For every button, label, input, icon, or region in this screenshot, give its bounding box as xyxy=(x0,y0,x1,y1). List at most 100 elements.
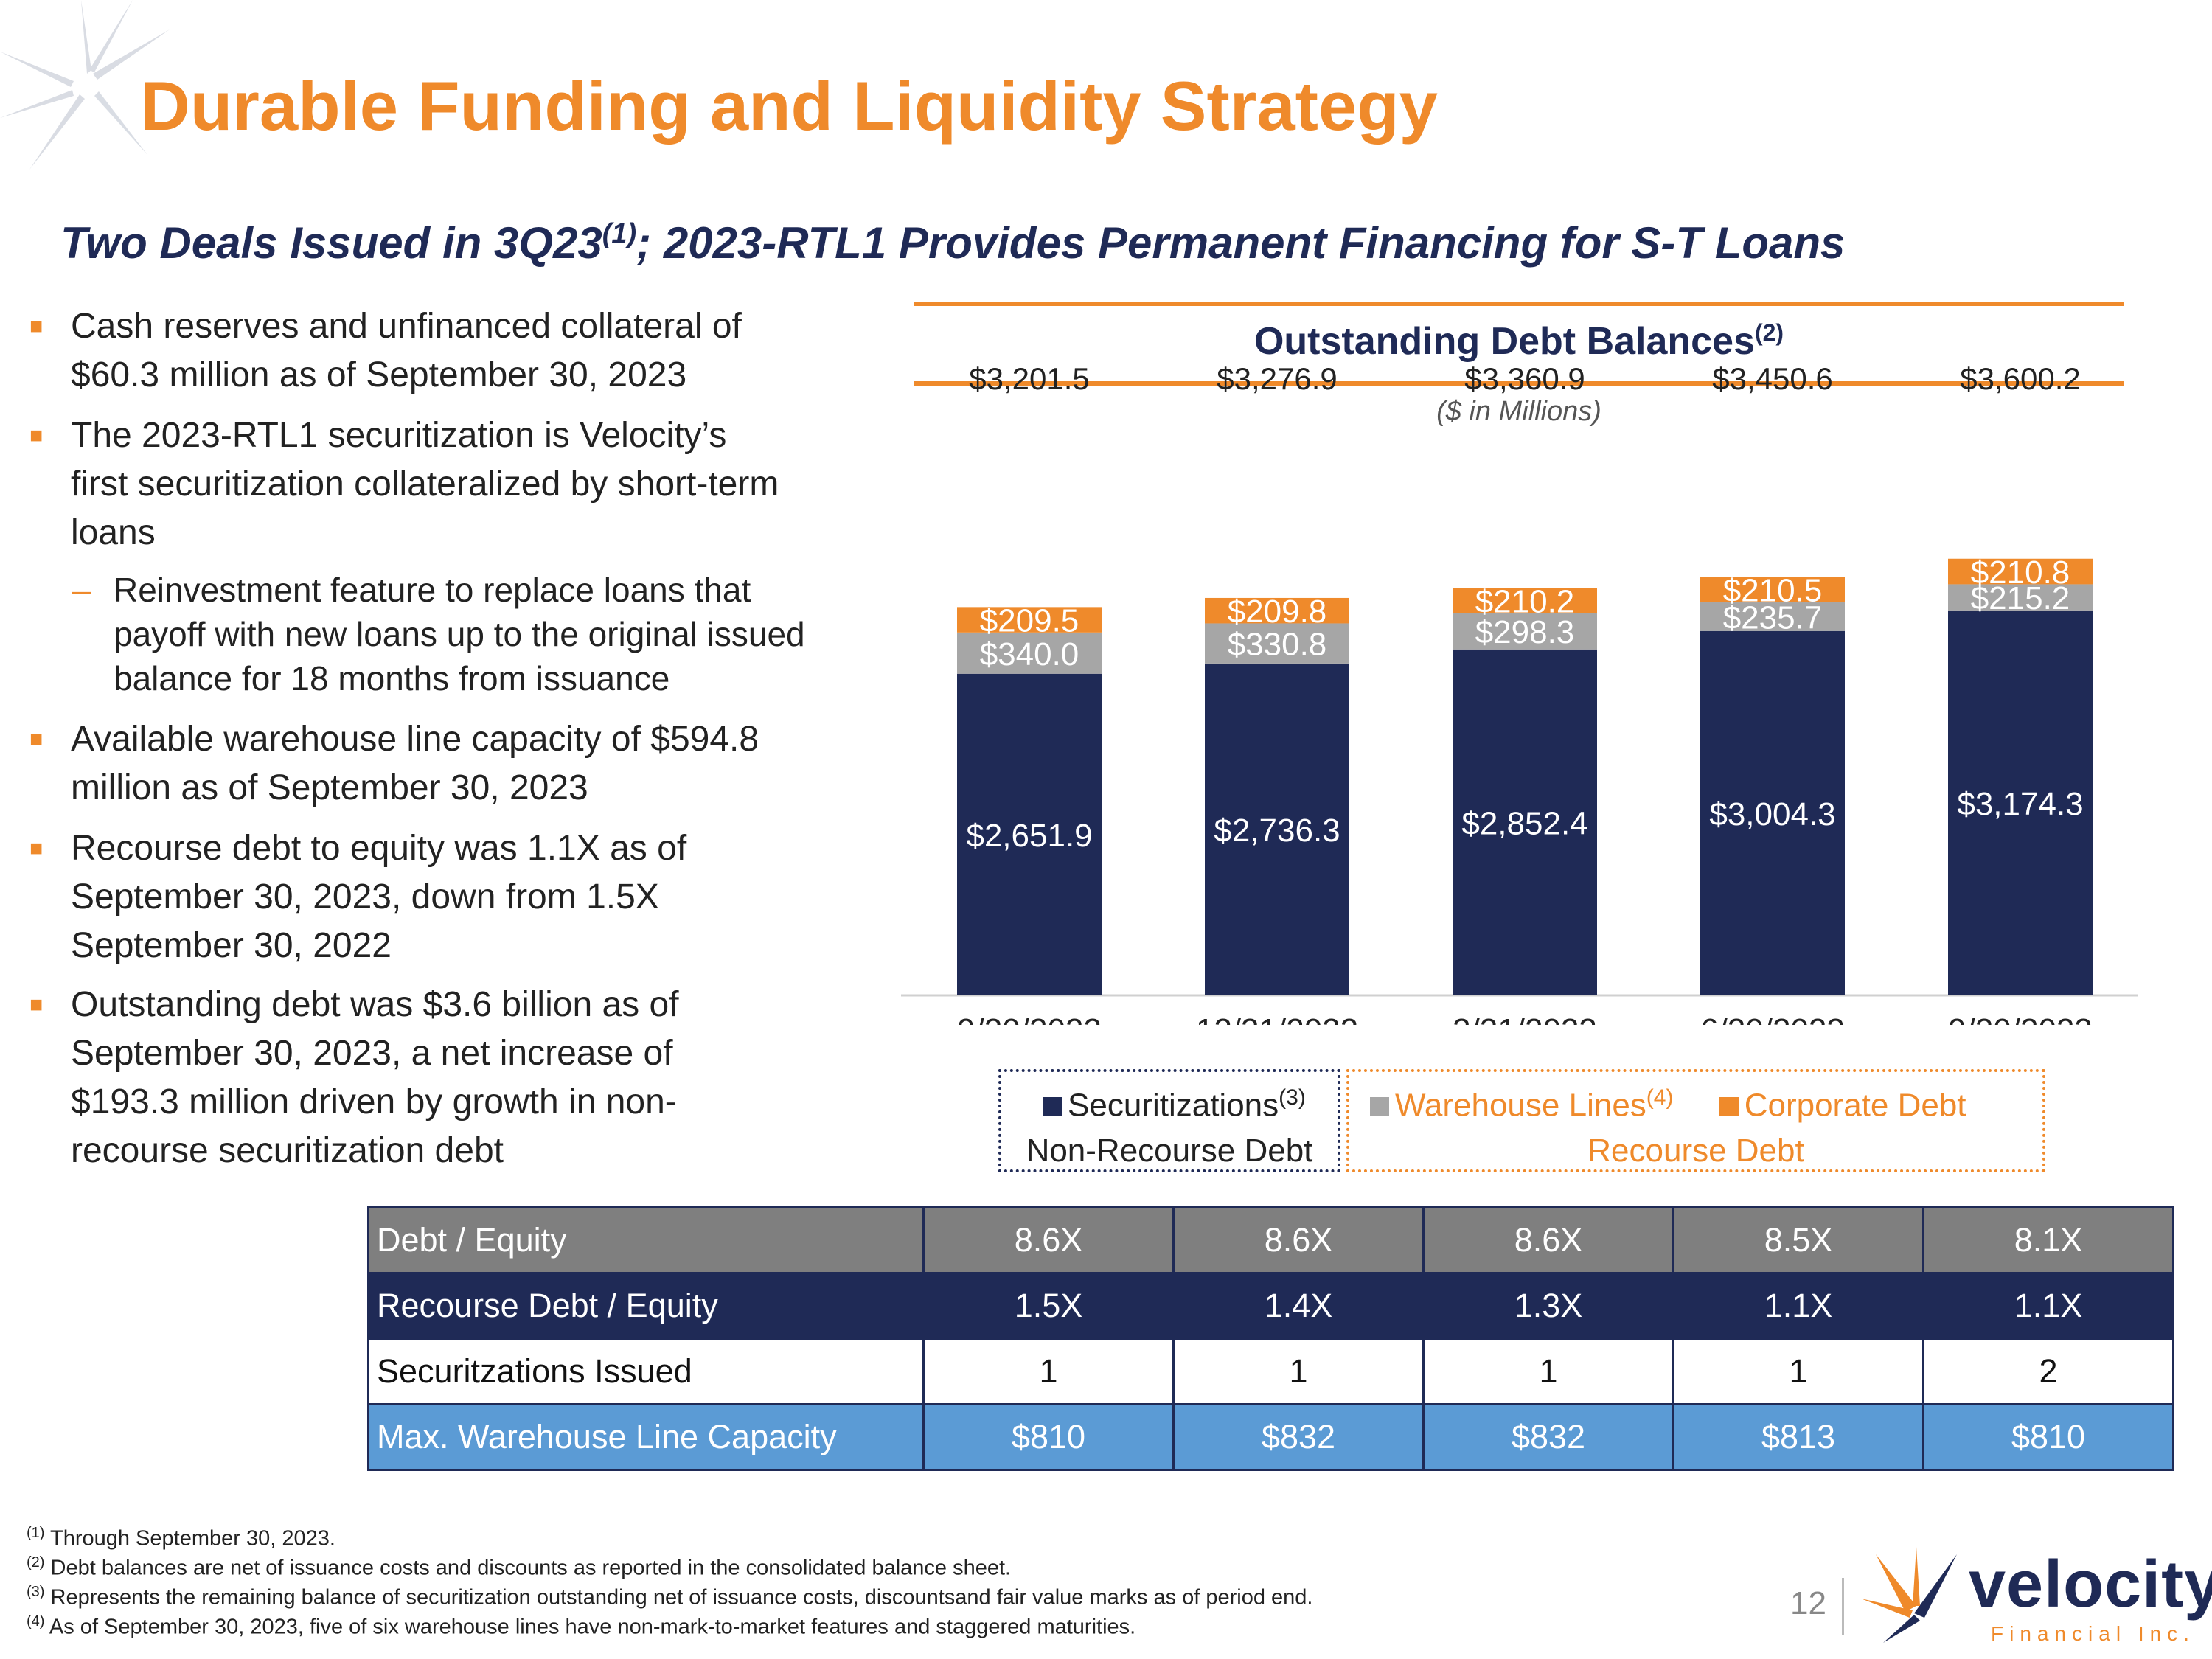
footnote-3: (3) Represents the remaining balance of … xyxy=(27,1584,1313,1610)
table-row: Securitzations Issued 1 1 1 1 2 xyxy=(367,1338,2174,1405)
legend-label-warehouse: Warehouse Lines xyxy=(1395,1087,1646,1124)
table-row: Recourse Debt / Equity 1.5X 1.4X 1.3X 1.… xyxy=(367,1272,2174,1340)
bar-value-label: $3,174.3 xyxy=(1957,786,2083,822)
table-row-label: Debt / Equity xyxy=(367,1206,925,1274)
table-row-label: Securitzations Issued xyxy=(367,1338,925,1405)
bar-value-label: $210.8 xyxy=(1971,554,2070,591)
footnote-2: (2) Debt balances are net of issuance co… xyxy=(27,1554,1012,1580)
logo-wordmark: velocity xyxy=(1969,1548,2212,1621)
bullet-4: ■ Recourse debt to equity was 1.1X as of S… xyxy=(29,829,687,965)
table-cell: 2 xyxy=(1922,1338,2174,1405)
bar-value-label: $340.0 xyxy=(980,636,1079,672)
page-subtitle: Two Deals Issued in 3Q23(1); 2023-RTL1 P… xyxy=(60,218,1846,268)
x-tick-label: 6/30/2023 xyxy=(1700,1012,1845,1025)
bar-warehouse-lines xyxy=(1453,613,1597,650)
legend-non-recourse: Securitizations(3) Non-Recourse Debt xyxy=(998,1069,1340,1172)
ratios-table: Debt / Equity 8.6X 8.6X 8.6X 8.5X 8.1X R… xyxy=(367,1206,2174,1471)
x-tick-label: 3/31/2023 xyxy=(1453,1012,1597,1025)
table-cell: 1 xyxy=(1672,1338,1924,1405)
table-cell: 1.1X xyxy=(1922,1272,2174,1340)
table-row-label: Max. Warehouse Line Capacity xyxy=(367,1403,925,1471)
table-row-label: Recourse Debt / Equity xyxy=(367,1272,925,1340)
bar-warehouse-lines xyxy=(1205,623,1349,664)
bar-value-label: $2,651.9 xyxy=(966,818,1092,854)
bar-corporate-debt xyxy=(1205,597,1349,624)
x-tick-label: 9/30/2022 xyxy=(957,1012,1102,1025)
footnote-1: (1) Through September 30, 2023. xyxy=(27,1525,335,1551)
table-cell: 1 xyxy=(922,1338,1175,1405)
x-tick-label: 12/31/2022 xyxy=(1196,1012,1358,1025)
legend-swatch-warehouse xyxy=(1370,1096,1389,1116)
chart-units: ($ in Millions) xyxy=(1436,396,1601,427)
bar-value-label: $2,736.3 xyxy=(1214,813,1340,849)
bullet-2: ■ The 2023-RTL1 securitization is Velocit… xyxy=(29,416,779,552)
bar-value-label: $298.3 xyxy=(1475,614,1575,650)
table-cell: 8.6X xyxy=(1422,1206,1674,1274)
bar-total-label: $3,360.9 xyxy=(1464,361,1585,396)
table-cell: 1.4X xyxy=(1172,1272,1425,1340)
bar-corporate-debt xyxy=(1948,558,2093,585)
chart-title: Outstanding Debt Balances(2) xyxy=(1254,319,1784,363)
table-cell: $832 xyxy=(1422,1403,1674,1471)
bullet-5: ■ Outstanding debt was $3.6 billion as of… xyxy=(29,985,679,1170)
bar-corporate-debt xyxy=(1700,577,1845,603)
bar-value-label: $215.2 xyxy=(1971,580,2070,616)
table-cell: 8.6X xyxy=(1172,1206,1425,1274)
bullet-1: ■ Cash reserves and unfinanced collateral… xyxy=(29,307,742,394)
bar-total-label: $3,450.6 xyxy=(1712,361,1833,396)
table-cell: $813 xyxy=(1672,1403,1924,1471)
bar-corporate-debt xyxy=(957,607,1102,633)
page-number-divider xyxy=(1842,1578,1844,1635)
table-cell: $810 xyxy=(1922,1403,2174,1471)
debt-balances-chart: Outstanding Debt Balances(2) ($ in Milli… xyxy=(901,302,2138,1025)
bar-warehouse-lines xyxy=(1948,584,2093,611)
footnote-4: (4) As of September 30, 2023, five of si… xyxy=(27,1613,1136,1639)
bar-value-label: $209.8 xyxy=(1228,594,1327,630)
bar-value-label: $2,852.4 xyxy=(1461,805,1587,841)
bar-warehouse-lines xyxy=(1700,602,1845,631)
legend-recourse: Warehouse Lines(4) Corporate Debt Recour… xyxy=(1346,1069,2045,1172)
bar-value-label: $330.8 xyxy=(1228,627,1327,663)
bar-securitizations xyxy=(1948,610,2093,995)
table-cell: 8.5X xyxy=(1672,1206,1924,1274)
bar-securitizations xyxy=(1453,649,1597,995)
star-decoration-icon xyxy=(0,0,170,170)
bar-value-label: $235.7 xyxy=(1723,599,1823,636)
legend-group-non-recourse: Non-Recourse Debt xyxy=(1026,1133,1313,1169)
page-number: 12 xyxy=(1790,1585,1826,1621)
sub-bullet: – Reinvestment feature to replace loans t… xyxy=(72,571,805,698)
bar-value-label: $210.2 xyxy=(1475,583,1575,619)
table-cell: 1 xyxy=(1172,1338,1425,1405)
bar-total-label: $3,276.9 xyxy=(1217,361,1338,396)
legend-label-securitizations: Securitizations xyxy=(1068,1087,1279,1124)
bar-value-label: $3,004.3 xyxy=(1709,796,1835,832)
bar-total-label: $3,201.5 xyxy=(969,361,1090,396)
table-row: Max. Warehouse Line Capacity $810 $832 $… xyxy=(367,1403,2174,1471)
logo-tagline: Financial Inc. xyxy=(1991,1622,2195,1645)
table-cell: 1.3X xyxy=(1422,1272,1674,1340)
table-cell: 1 xyxy=(1422,1338,1674,1405)
velocity-logo-icon xyxy=(1861,1547,1957,1643)
table-cell: $810 xyxy=(922,1403,1175,1471)
legend-swatch-corporate xyxy=(1719,1096,1739,1116)
bar-total-label: $3,600.2 xyxy=(1960,361,2081,396)
bar-value-label: $210.5 xyxy=(1723,573,1823,609)
legend-swatch-securitizations xyxy=(1043,1096,1062,1116)
table-cell: $832 xyxy=(1172,1403,1425,1471)
bar-securitizations xyxy=(1205,663,1349,995)
table-cell: 8.6X xyxy=(922,1206,1175,1274)
table-row: Debt / Equity 8.6X 8.6X 8.6X 8.5X 8.1X xyxy=(367,1206,2174,1274)
x-tick-label: 9/30/2023 xyxy=(1948,1012,2093,1025)
bar-warehouse-lines xyxy=(957,632,1102,674)
bar-securitizations xyxy=(1700,630,1845,995)
legend-group-recourse: Recourse Debt xyxy=(1587,1133,1804,1169)
bar-securitizations xyxy=(957,673,1102,995)
bar-corporate-debt xyxy=(1453,588,1597,613)
page-title: Durable Funding and Liquidity Strategy xyxy=(140,67,1438,145)
legend-label-corporate: Corporate Debt xyxy=(1744,1087,1966,1124)
bar-value-label: $209.5 xyxy=(980,603,1079,639)
bullet-3: ■ Available warehouse line capacity of $5… xyxy=(29,720,759,807)
table-cell: 8.1X xyxy=(1922,1206,2174,1274)
table-cell: 1.5X xyxy=(922,1272,1175,1340)
table-cell: 1.1X xyxy=(1672,1272,1924,1340)
